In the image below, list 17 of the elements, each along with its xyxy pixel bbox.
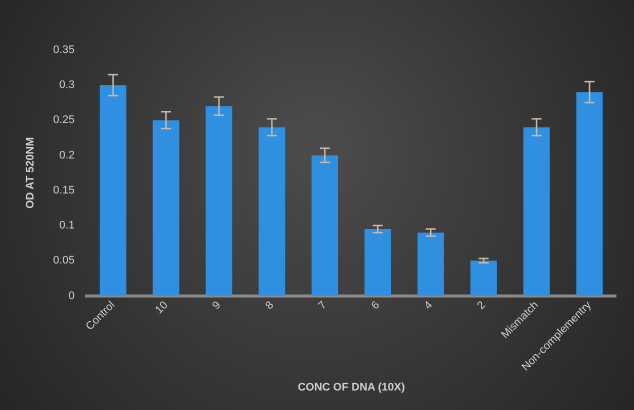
x-tick-label: 6 — [369, 299, 382, 312]
y-tick-label: 0.3 — [59, 79, 75, 92]
y-tick-label: 0.15 — [53, 184, 75, 196]
y-axis-title: OD AT 520NM — [24, 137, 37, 209]
x-tick-label: 8 — [263, 299, 276, 312]
y-tick-label: 0.25 — [53, 114, 75, 126]
y-tick-label: 0 — [68, 290, 75, 302]
y-tick-label: 0.05 — [53, 254, 75, 267]
x-tick-label: 10 — [153, 299, 170, 316]
y-tick-label: 0.2 — [59, 149, 75, 162]
x-tick-label: 7 — [316, 299, 330, 312]
y-tick-label: 0.1 — [59, 220, 75, 232]
y-tick-label: 0.35 — [53, 44, 75, 56]
x-tick-label: 9 — [210, 299, 224, 312]
x-tick-label: 2 — [475, 299, 488, 312]
x-axis-title: CONC OF DNA (10X) — [298, 381, 406, 394]
x-tick-label: 4 — [422, 299, 435, 312]
